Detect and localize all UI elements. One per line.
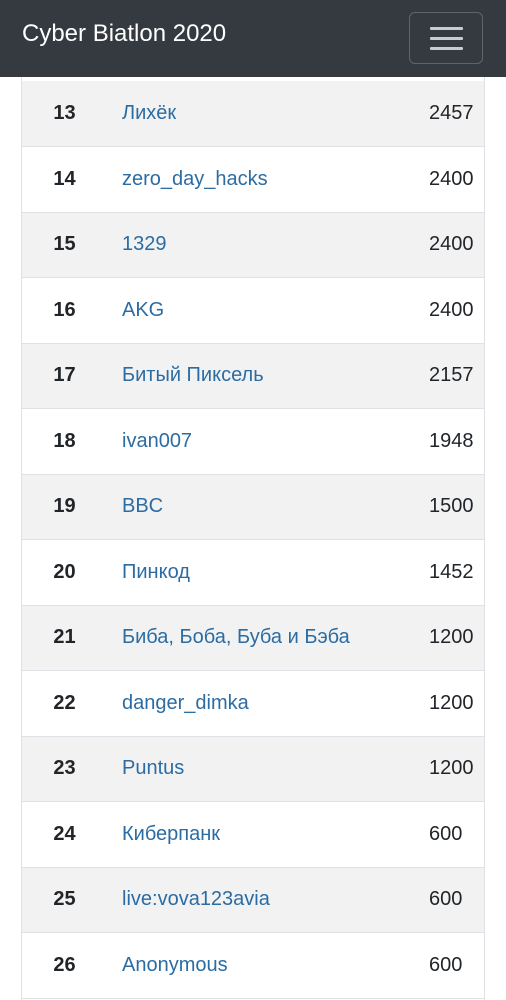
rank-cell: 19 [53, 495, 76, 518]
scoreboard-row: 22 danger_dimka 1200 [22, 670, 484, 737]
score-cell: 2400 [429, 167, 474, 190]
scoreboard-table: 13 Лихёк 2457 14 zero_day_hacks 2400 15 1329 240… [21, 77, 485, 1000]
scoreboard-row: 26 Anonymous 600 [22, 932, 484, 999]
team-cell: Биба, Боба, Буба и Бэба [107, 605, 397, 671]
rank-cell: 22 [53, 691, 76, 714]
team-cell: Пинкод [107, 540, 397, 606]
scoreboard-row: 19 BBC 1500 [22, 474, 484, 540]
team-cell: AKG [107, 278, 397, 344]
team-link[interactable]: danger_dimka [122, 691, 249, 714]
score-cell: 2400 [429, 233, 474, 256]
score-cell: 600 [429, 888, 463, 911]
score-cell: 600 [429, 953, 463, 976]
team-cell: 1329 [107, 212, 397, 278]
navbar-toggler-button[interactable] [409, 12, 483, 64]
rank-cell: 24 [53, 822, 76, 845]
scoreboard-row: 23 Puntus 1200 [22, 736, 484, 802]
score-cell: 600 [429, 822, 463, 845]
team-link[interactable]: BBC [122, 495, 164, 518]
scoreboard-row: 21 Биба, Боба, Буба и Бэба 1200 [22, 605, 484, 671]
team-cell: zero_day_hacks [107, 147, 397, 213]
scoreboard-row: 25 live:vova123avia 600 [22, 867, 484, 933]
team-cell: ivan007 [107, 409, 397, 475]
scoreboard-row: 24 Киберпанк 600 [22, 801, 484, 868]
score-cell: 2157 [429, 364, 474, 387]
score-cell: 1500 [429, 495, 474, 518]
rank-cell: 13 [53, 102, 76, 124]
scoreboard-row: 16 AKG 2400 [22, 277, 484, 344]
team-link[interactable]: 1329 [122, 233, 167, 256]
rank-cell: 16 [53, 298, 76, 321]
team-link[interactable]: Биба, Боба, Буба и Бэба [122, 626, 350, 649]
scoreboard-row: 20 Пинкод 1452 [22, 539, 484, 606]
team-cell: Puntus [107, 736, 397, 802]
team-cell: Битый Пиксель [107, 343, 397, 409]
score-cell: 1948 [429, 429, 474, 452]
rank-cell: 20 [53, 560, 76, 583]
team-link[interactable]: Anonymous [122, 953, 228, 976]
team-link[interactable]: Пинкод [122, 560, 190, 583]
scoreboard-row: 14 zero_day_hacks 2400 [22, 146, 484, 213]
team-cell: Киберпанк [107, 802, 397, 868]
team-link[interactable]: Киберпанк [122, 822, 221, 845]
rank-cell: 18 [53, 429, 76, 452]
team-link[interactable]: live:vova123avia [122, 888, 270, 911]
score-cell: 1452 [429, 560, 474, 583]
team-cell: Anonymous [107, 933, 397, 999]
team-cell: live:vova123avia [107, 867, 397, 933]
scoreboard-row: 15 1329 2400 [22, 212, 484, 278]
rank-cell: 23 [53, 757, 76, 780]
scoreboard-row: 13 Лихёк 2457 [22, 81, 484, 147]
team-cell: Лихёк [107, 81, 397, 147]
team-link[interactable]: Битый Пиксель [122, 364, 264, 387]
team-cell: danger_dimka [107, 671, 397, 737]
hamburger-menu-icon [430, 27, 463, 30]
rank-cell: 14 [53, 167, 76, 190]
team-link[interactable]: zero_day_hacks [122, 167, 268, 190]
rank-cell: 15 [53, 233, 76, 256]
team-link[interactable]: ivan007 [122, 429, 193, 452]
rank-cell: 21 [53, 626, 76, 649]
rank-cell: 26 [53, 953, 76, 976]
brand-title[interactable]: Cyber Biatlon 2020 [22, 20, 227, 47]
score-cell: 1200 [429, 626, 474, 649]
score-cell: 1200 [429, 691, 474, 714]
scoreboard-row: 18 ivan007 1948 [22, 408, 484, 475]
team-link[interactable]: AKG [122, 298, 165, 321]
rank-cell: 17 [53, 364, 76, 387]
rank-cell: 25 [53, 888, 76, 911]
score-cell: 2457 [429, 102, 474, 124]
team-link[interactable]: Puntus [122, 757, 185, 780]
team-link[interactable]: Лихёк [122, 102, 177, 124]
score-cell: 2400 [429, 298, 474, 321]
team-cell: BBC [107, 474, 397, 540]
score-cell: 1200 [429, 757, 474, 780]
navbar: Cyber Biatlon 2020 [0, 0, 506, 77]
scoreboard-row: 17 Битый Пиксель 2157 [22, 343, 484, 409]
